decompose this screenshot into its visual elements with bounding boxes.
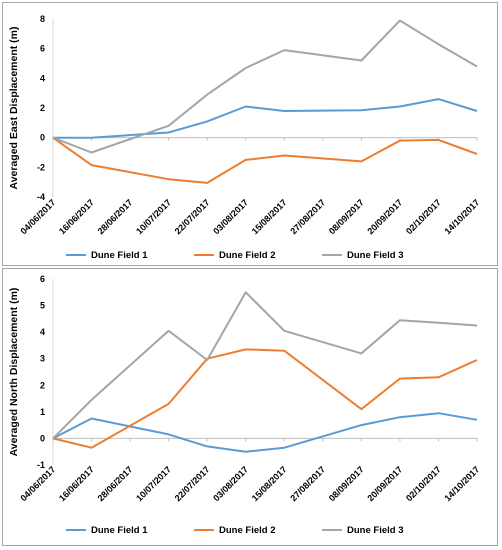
x-tick-label: 15/08/2017 — [250, 464, 289, 503]
x-tick-label: 08/09/2017 — [327, 197, 366, 236]
x-tick-label: 04/06/2017 — [18, 464, 57, 503]
y-tick-label: 2 — [40, 103, 45, 113]
x-tick-label: 22/07/2017 — [173, 464, 212, 503]
y-tick-label: 5 — [40, 301, 45, 311]
legend-label-2: Dune Field 2 — [219, 250, 275, 261]
x-tick-label: 27/08/2017 — [288, 197, 327, 236]
x-tick-label: 10/07/2017 — [134, 197, 173, 236]
x-tick-label: 02/10/2017 — [404, 464, 443, 503]
x-tick-label: 28/06/2017 — [96, 464, 135, 503]
series-line-2 — [52, 136, 478, 184]
legend-label-3: Dune Field 3 — [347, 250, 403, 261]
y-tick-label: 4 — [40, 73, 45, 83]
x-tick-label: 04/06/2017 — [18, 197, 57, 236]
y-tick-label: 0 — [40, 433, 45, 443]
series-line-2 — [52, 348, 478, 449]
x-tick-label: 14/10/2017 — [442, 197, 481, 236]
y-tick-label: 4 — [40, 327, 45, 337]
y-tick-label: 1 — [40, 407, 45, 417]
north-displacement-chart: -1 0 1 2 3 4 5 6 04/06/2017 16/06/2017 28/06/2017 1… — [2, 268, 498, 546]
y-tick-label: -4 — [37, 192, 45, 202]
x-tick-label: 27/08/2017 — [288, 464, 327, 503]
y-axis-label: Averaged North Displacement (m) — [8, 288, 20, 457]
y-tick-label: 3 — [40, 354, 45, 364]
y-tick-label: 0 — [40, 133, 45, 143]
x-tick-label: 03/08/2017 — [211, 197, 250, 236]
x-tick-label: 16/06/2017 — [57, 197, 96, 236]
y-tick-label: 6 — [40, 44, 45, 54]
y-tick-label: -1 — [37, 460, 45, 470]
x-tick-label: 20/09/2017 — [365, 464, 404, 503]
x-tick-label: 16/06/2017 — [57, 464, 96, 503]
legend-label-1: Dune Field 1 — [91, 525, 148, 536]
x-tick-label: 15/08/2017 — [250, 197, 289, 236]
y-tick-label: 8 — [40, 14, 45, 24]
x-tick-label: 08/09/2017 — [327, 464, 366, 503]
x-tick-label: 14/10/2017 — [442, 464, 481, 503]
legend-label-2: Dune Field 2 — [219, 525, 275, 536]
y-tick-label: 2 — [40, 380, 45, 390]
y-tick-label: -2 — [37, 162, 45, 172]
x-tick-label: 28/06/2017 — [96, 197, 135, 236]
y-tick-label: 6 — [40, 274, 45, 284]
legend-label-3: Dune Field 3 — [347, 525, 403, 536]
east-displacement-chart: -4 -2 0 2 4 6 8 04/06/2017 16/06/2017 28/06/2017 1… — [2, 2, 498, 266]
x-tick-label: 20/09/2017 — [365, 197, 404, 236]
series-line-3 — [52, 19, 478, 154]
x-tick-label: 10/07/2017 — [134, 464, 173, 503]
legend-label-1: Dune Field 1 — [91, 250, 148, 261]
y-axis-label: Averaged East Displacement (m) — [8, 26, 20, 189]
x-tick-label: 22/07/2017 — [173, 197, 212, 236]
series-line-3 — [52, 291, 478, 440]
series-line-1 — [53, 98, 478, 139]
x-tick-label: 03/08/2017 — [211, 464, 250, 503]
x-tick-label: 02/10/2017 — [404, 197, 443, 236]
